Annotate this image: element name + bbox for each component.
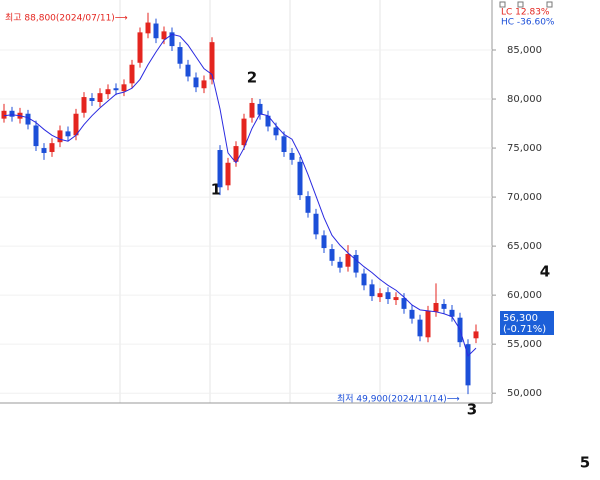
- candle-body: [89, 98, 95, 101]
- candle-body: [369, 284, 375, 297]
- legend-entry: LC 12.83%: [501, 8, 550, 18]
- candle-body: [161, 31, 167, 40]
- candle-body: [9, 110, 15, 117]
- candle-body: [129, 64, 135, 84]
- marker: 5: [580, 454, 590, 472]
- candle-body: [361, 273, 367, 286]
- candle-body: [185, 64, 191, 77]
- candle-body: [305, 196, 311, 213]
- candle-body: [417, 319, 423, 337]
- legend-entry: HC -36.60%: [501, 18, 555, 28]
- candle-body: [49, 143, 55, 152]
- candle-body: [425, 310, 431, 338]
- candle-body: [297, 161, 303, 196]
- candle-body: [377, 293, 383, 298]
- candle-body: [337, 261, 343, 268]
- y-tick-label: 65,000: [507, 241, 542, 252]
- candle-body: [177, 47, 183, 64]
- last-price: 56,300: [503, 313, 538, 324]
- candle-body: [153, 23, 159, 39]
- y-tick-label: 60,000: [507, 290, 542, 301]
- candle-body: [1, 110, 7, 119]
- candle-body: [241, 118, 247, 146]
- candle-body: [41, 148, 47, 153]
- marker: 2: [247, 69, 257, 87]
- candle-body: [105, 89, 111, 95]
- high-annotation: 최고 88,800(2024/07/11)⟶: [5, 13, 128, 24]
- candle-body: [209, 42, 215, 80]
- candle-body: [57, 130, 63, 143]
- candle-body: [409, 309, 415, 319]
- candle-body: [273, 127, 279, 136]
- candle-body: [401, 298, 407, 309]
- y-tick-label: 85,000: [507, 45, 542, 56]
- candle-body: [473, 331, 479, 339]
- candle-body: [113, 88, 119, 91]
- y-tick-label: 75,000: [507, 143, 542, 154]
- candle-body: [217, 150, 223, 188]
- y-tick-label: 70,000: [507, 192, 542, 203]
- candle-body: [233, 146, 239, 162]
- candle-body: [169, 32, 175, 47]
- candle-body: [385, 292, 391, 300]
- candle-body: [65, 131, 71, 137]
- candle-body: [345, 253, 351, 267]
- change-label: (-0.71%): [503, 324, 546, 335]
- candle-body: [281, 136, 287, 152]
- candle-body: [265, 115, 271, 127]
- icon: [517, 1, 524, 8]
- candle-body: [137, 32, 143, 63]
- icon: [499, 1, 506, 8]
- y-tick-label: 55,000: [507, 339, 542, 350]
- candle-body: [145, 22, 151, 34]
- candle-body: [193, 77, 199, 88]
- candle-body: [33, 125, 39, 147]
- moving-average: [3, 33, 477, 357]
- candle-body: [201, 80, 207, 89]
- candle-body: [329, 249, 335, 261]
- candle-body: [433, 302, 439, 312]
- candle-body: [225, 162, 231, 186]
- marker: 4: [540, 263, 550, 281]
- candle-body: [393, 297, 399, 301]
- candle-body: [465, 344, 471, 386]
- candle-body: [73, 113, 79, 136]
- candle-body: [321, 235, 327, 249]
- marker: 3: [467, 401, 477, 419]
- candle-body: [289, 152, 295, 160]
- marker: 1: [211, 181, 221, 199]
- candle-body: [257, 103, 263, 115]
- candle-body: [449, 309, 455, 317]
- candle-body: [353, 254, 359, 273]
- vertical-grid: [119, 0, 381, 403]
- price-box: [500, 311, 554, 335]
- candle-body: [97, 93, 103, 102]
- candle-body: [313, 213, 319, 235]
- candle-body: [249, 102, 255, 118]
- candle-body: [25, 113, 31, 125]
- y-tick-label: 80,000: [507, 94, 542, 105]
- y-tick-label: 50,000: [507, 388, 542, 399]
- low-annotation: 최저 49,900(2024/11/14)⟶: [337, 394, 460, 405]
- candle-body: [121, 84, 127, 92]
- icon: [546, 1, 553, 8]
- candle-body: [81, 97, 87, 113]
- candle-body: [441, 303, 447, 309]
